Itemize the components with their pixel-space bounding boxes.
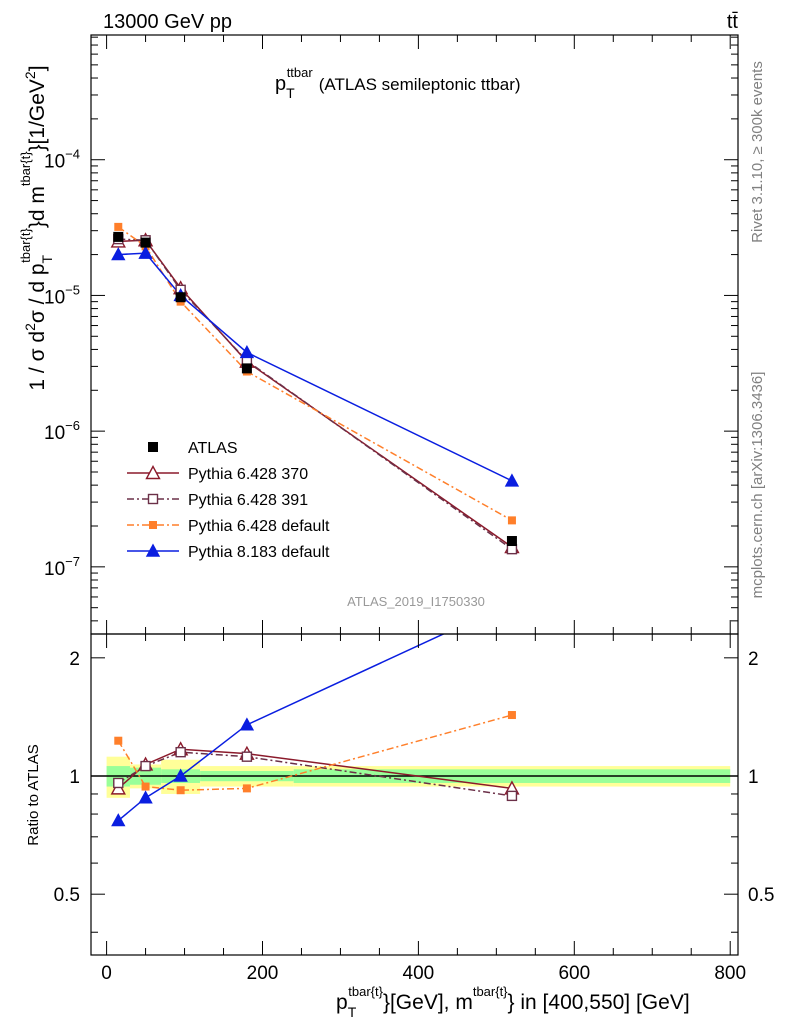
ratio-point-s2-4 bbox=[507, 711, 516, 720]
x-tick-label-3: 600 bbox=[558, 963, 590, 984]
x-axis-label: pTtbar{t}}[GeV], mtbar{t}} in [400,550] … bbox=[336, 984, 690, 1020]
y-tick-label-0: 10−7 bbox=[44, 554, 80, 580]
y-axis-label: 1 / σ d2σ / d pTtbar{t}}d mtbar{t}}[1/Ge… bbox=[18, 65, 55, 390]
plot-title: pTttbar(ATLAS semileptonic ttbar) bbox=[275, 65, 521, 101]
ratio-series-group bbox=[110, 596, 520, 827]
main-line-series-2 bbox=[117, 226, 513, 522]
x-tick-label-4: 800 bbox=[714, 963, 746, 984]
ratio-point-s2-0 bbox=[114, 736, 123, 745]
main-line-series-1 bbox=[118, 238, 513, 550]
mcplots-label: mcplots.cern.ch [arXiv:1306.3436] bbox=[749, 372, 766, 599]
ratio-point-s2-2 bbox=[176, 786, 185, 795]
ratio-tick-label-left-2: 2 bbox=[69, 649, 80, 670]
legend-marker-0 bbox=[148, 442, 158, 452]
ratio-point-s1-3 bbox=[241, 751, 253, 762]
legend-label-1: Pythia 6.428 370 bbox=[188, 466, 308, 483]
main-point-s3-4 bbox=[504, 473, 520, 487]
legend-label-4: Pythia 8.183 default bbox=[188, 544, 330, 561]
ratio-point-s2-3 bbox=[242, 784, 251, 793]
data-point-2 bbox=[175, 292, 186, 303]
data-point-3 bbox=[241, 363, 252, 374]
main-point-s2-4 bbox=[507, 516, 516, 525]
ratio-tick-label-left-0: 0.5 bbox=[54, 885, 80, 906]
main-point-s2-0 bbox=[114, 222, 123, 231]
legend-label-2: Pythia 6.428 391 bbox=[188, 492, 308, 509]
ratio-tick-label-right-1: 1 bbox=[748, 767, 759, 788]
ratio-point-s3-0 bbox=[111, 813, 126, 827]
ratio-y-label: Ratio to ATLAS bbox=[25, 744, 42, 845]
ratio-uncertainty-bands bbox=[106, 756, 731, 798]
main-point-s3-1 bbox=[138, 245, 153, 259]
main-point-s3-3 bbox=[239, 344, 255, 359]
ratio-point-s3-3 bbox=[239, 717, 255, 731]
ratio-frame bbox=[90, 633, 739, 956]
x-tick-label-1: 200 bbox=[247, 963, 279, 984]
ratio-point-s2-1 bbox=[141, 782, 150, 791]
ratio-point-s1-1 bbox=[140, 760, 151, 772]
main-series-group bbox=[110, 222, 520, 555]
y-tick-label-3: 10−4 bbox=[44, 147, 80, 173]
legend-label-0: ATLAS bbox=[188, 440, 238, 457]
ratio-point-s1-2 bbox=[175, 746, 186, 758]
data-point-0 bbox=[113, 231, 124, 242]
data-point-4 bbox=[506, 536, 517, 547]
x-tick-label-0: 0 bbox=[101, 963, 112, 984]
legend-marker-1 bbox=[145, 465, 161, 480]
axis-tick-labels: 0 200 400 600 800 10−7 10−6 10−5 10−4 0.5 0.5 1 1 2 2 bbox=[44, 147, 774, 984]
ratio-line-series-2 bbox=[117, 714, 513, 791]
x-tick-label-2: 400 bbox=[403, 963, 435, 984]
ratio-tick-label-right-0: 0.5 bbox=[748, 885, 774, 906]
rivet-label: Rivet 3.1.10, ≥ 300k events bbox=[749, 61, 766, 243]
ratio-tick-label-left-1: 1 bbox=[69, 767, 80, 788]
axis-ticks bbox=[91, 35, 738, 955]
ratio-point-s1-0 bbox=[113, 777, 124, 789]
data-point-1 bbox=[140, 237, 151, 248]
legend-marker-4 bbox=[145, 543, 161, 557]
legend-label-3: Pythia 6.428 default bbox=[188, 518, 330, 535]
y-tick-label-1: 10−6 bbox=[44, 418, 80, 444]
header-right: tt̄ bbox=[727, 11, 739, 33]
header-left: 13000 GeV pp bbox=[103, 11, 232, 33]
ratio-point-s1-4 bbox=[506, 790, 518, 802]
ratio-point-s3-1 bbox=[138, 790, 153, 804]
main-point-s3-0 bbox=[111, 247, 126, 261]
legend-marker-2 bbox=[147, 493, 159, 505]
analysis-watermark: ATLAS_2019_I1750330 bbox=[347, 594, 485, 609]
ratio-point-s3-4 bbox=[506, 596, 518, 607]
legend-marker-3 bbox=[149, 521, 157, 529]
y-tick-label-2: 10−5 bbox=[44, 282, 80, 308]
ratio-tick-label-right-2: 2 bbox=[748, 649, 759, 670]
ratio-point-s3-2 bbox=[173, 768, 188, 782]
legend: ATLAS Pythia 6.428 370 Pythia 6.428 391 Pyt… bbox=[127, 440, 330, 561]
